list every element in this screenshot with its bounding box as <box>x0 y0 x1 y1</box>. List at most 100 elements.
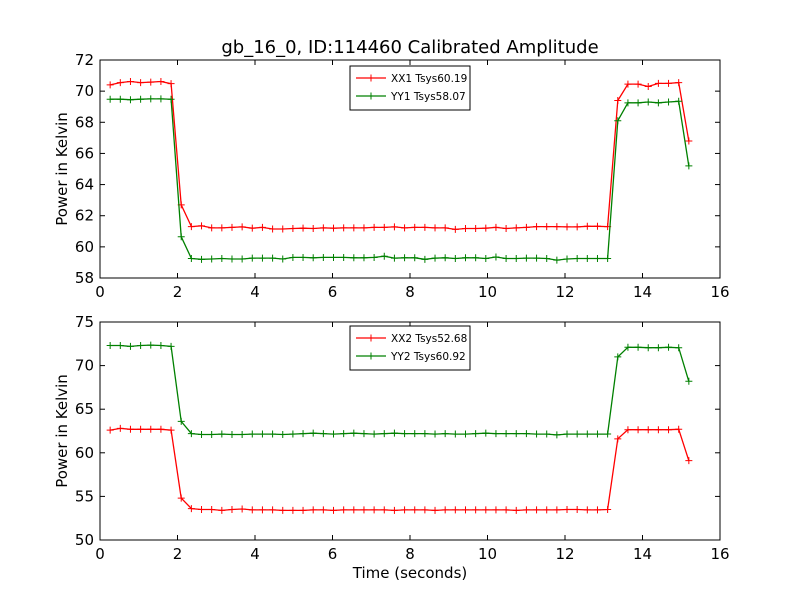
chart-0-series-0-point <box>167 80 175 88</box>
chart-0-series-1-point <box>187 255 195 263</box>
chart-1-y-tick-label: 50 <box>75 531 94 549</box>
chart-1-series-1-point <box>593 430 601 438</box>
chart-0-series-0-point <box>451 225 459 233</box>
chart-1-series-0-point <box>360 506 368 514</box>
chart-0-series-0-point <box>441 224 449 232</box>
chart-0-series-0-point <box>269 225 277 233</box>
chart-1-series-0-point <box>482 506 490 514</box>
chart-0-series-0-point <box>411 223 419 231</box>
chart-0-x-tick-label: 2 <box>173 283 183 301</box>
chart-0-series-0-point <box>238 223 246 231</box>
chart-0-series-1-point <box>299 253 307 261</box>
chart-1-series-1-point <box>279 430 287 438</box>
chart-0-series-1-point <box>451 255 459 263</box>
chart-0-series-1-point <box>147 95 155 103</box>
chart-0-series-0-point <box>208 224 216 232</box>
chart-1-series-1-point <box>137 342 145 350</box>
chart-1-series-0-point <box>563 505 571 513</box>
chart-1-x-tick-label: 0 <box>95 545 105 563</box>
chart-1-series-0-point <box>614 435 622 443</box>
chart-1-series-0-line <box>110 427 690 512</box>
chart-0-series-0-point <box>248 224 256 232</box>
bottom-panel: 0 2 4 6 8 10 12 14 16 50 55 60 65 70 75 Power in Kelvin… <box>53 313 730 563</box>
chart-1-series-0-point <box>289 506 297 514</box>
chart-0-series-0-point <box>421 223 429 231</box>
chart-0-series-0-point <box>522 223 530 231</box>
chart-0-series-0-point <box>228 223 236 231</box>
chart-1-series-1-point <box>106 342 114 350</box>
chart-1-series-0-point <box>147 425 155 433</box>
chart-title: gb_16_0, ID:114460 Calibrated Amplitude <box>221 37 598 58</box>
chart-0-series-0-point <box>360 224 368 232</box>
chart-0-series-0-point <box>289 224 297 232</box>
chart-1-series-0-point <box>340 506 348 514</box>
chart-0-series-1-point <box>502 255 510 263</box>
chart-0-series-1-point <box>340 253 348 261</box>
chart-1-series-1-point <box>675 344 683 352</box>
chart-0-x-tick-label: 14 <box>633 283 652 301</box>
chart-1-series-0-point <box>330 506 338 514</box>
chart-0-series-1-point <box>319 253 327 261</box>
chart-0-series-0-point <box>147 78 155 86</box>
chart-0-series-1-point <box>614 117 622 125</box>
chart-0-legend-label-1: YY1 Tsys58.07 <box>390 91 466 103</box>
chart-1-x-tick-label: 10 <box>478 545 497 563</box>
chart-0-series-1-point <box>411 254 419 262</box>
chart-0-series-0-point <box>583 222 591 230</box>
chart-0-series-1-point <box>157 95 165 103</box>
chart-1-series-0-point <box>451 506 459 514</box>
chart-1-series-1-point <box>421 430 429 438</box>
chart-1-series-1-point <box>289 430 297 438</box>
chart-0-series-0-point <box>380 223 388 231</box>
chart-1-series-1-point <box>126 342 134 350</box>
chart-1-series-0-point <box>380 506 388 514</box>
chart-0-x-tick-label: 12 <box>555 283 574 301</box>
chart-1-series-1-point <box>309 429 317 437</box>
chart-1-series-0-point <box>573 505 581 513</box>
chart-0-series-0-point <box>461 224 469 232</box>
chart-1-legend-label-0: XX2 Tsys52.68 <box>391 333 467 345</box>
chart-0-x-tick-label: 0 <box>95 283 105 301</box>
chart-1-series-0-point <box>461 506 469 514</box>
chart-0-series-1-point <box>512 255 520 263</box>
chart-0-series-0-point <box>198 222 206 230</box>
chart-0-series-0-point <box>573 223 581 231</box>
chart-0-series-0-point <box>350 224 358 232</box>
chart-0-series-1-point <box>248 254 256 262</box>
chart-0-series-1-point <box>573 255 581 263</box>
chart-1-series-0-point <box>390 506 398 514</box>
chart-1-series-1-point <box>614 353 622 361</box>
chart-1-series-1-point <box>147 341 155 349</box>
chart-0-series-1-point <box>583 255 591 263</box>
chart-0-series-0-point <box>644 82 652 90</box>
chart-1-x-tick-label: 6 <box>328 545 338 563</box>
chart-1-series-0-point <box>604 505 612 513</box>
chart-0-series-1-point <box>624 99 632 107</box>
chart-1-series-1-point <box>563 430 571 438</box>
x-axis-label: Time (seconds) <box>352 564 468 582</box>
chart-1-series-1-point <box>167 342 175 350</box>
chart-0-series-1-point <box>350 254 358 262</box>
chart-1-series-1-point <box>218 430 226 438</box>
chart-1-y-tick-label: 65 <box>75 400 94 418</box>
chart-1-series-1-point <box>258 430 266 438</box>
chart-1-series-1-point <box>401 430 409 438</box>
chart-0-series-1-point <box>441 254 449 262</box>
chart-0-series-0-point <box>675 79 683 87</box>
chart-1-series-0-point <box>106 426 114 434</box>
chart-0-series-0-point <box>401 224 409 232</box>
chart-0-x-tick-label: 6 <box>328 283 338 301</box>
chart-1-series-1-point <box>492 430 500 438</box>
chart-1-series-1-point <box>157 342 165 350</box>
chart-1-series-1-line <box>110 344 690 436</box>
chart-1-series-1-point <box>624 343 632 351</box>
chart-1-series-1-point <box>248 430 256 438</box>
chart-0-series-1-point <box>269 254 277 262</box>
chart-1-series-1-point <box>299 430 307 438</box>
chart-1-series-0-point <box>187 505 195 513</box>
chart-0-series-1-point <box>177 233 185 241</box>
chart-0-series-1-point <box>228 255 236 263</box>
chart-0-y-tick-label: 58 <box>75 269 94 287</box>
chart-1-series-0-point <box>583 506 591 514</box>
